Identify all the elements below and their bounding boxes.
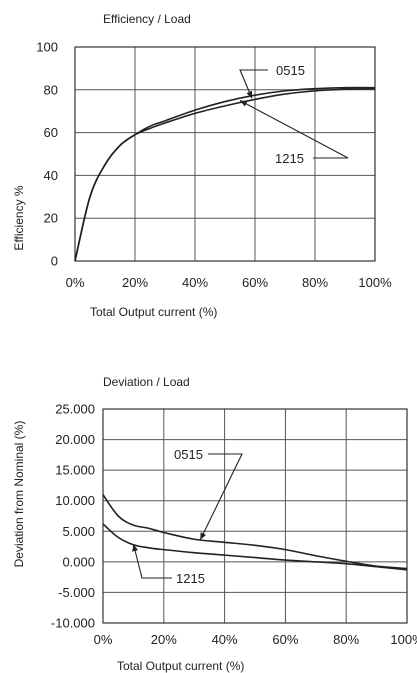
efficiency-y-axis-label: Efficiency % — [12, 185, 26, 250]
deviation-y-tick-label: 15.000 — [55, 463, 95, 478]
deviation-leader-1215 — [132, 543, 172, 579]
deviation-y-axis-label: Deviation from Nominal (%) — [12, 421, 26, 568]
efficiency-grid — [74, 46, 376, 262]
deviation-y-tick-label: 5.000 — [62, 524, 95, 539]
deviation-y-tick-label: 20.000 — [55, 432, 95, 447]
efficiency-chart: Efficiency / Load 0% 20% 40% 60% 80% 100% 0 20… — [12, 12, 392, 319]
deviation-y-tick-label: 0.000 — [62, 554, 95, 569]
deviation-plot-frame — [102, 408, 408, 624]
efficiency-x-tick-label: 80% — [302, 275, 328, 290]
efficiency-y-tick-label: 80 — [44, 82, 58, 97]
efficiency-leader-1215 — [239, 100, 349, 159]
efficiency-annotation-0515: 0515 — [276, 63, 305, 78]
deviation-y-tick-label: 25.000 — [55, 402, 95, 417]
deviation-x-tick-label: 0% — [94, 632, 113, 647]
efficiency-annotation-1215: 1215 — [275, 151, 304, 166]
deviation-x-tick-label: 20% — [151, 632, 177, 647]
efficiency-series-group — [74, 86, 376, 262]
deviation-x-tick-label: 60% — [272, 632, 298, 647]
deviation-x-tick-label: 100% — [390, 632, 417, 647]
deviation-y-tick-label: 10.000 — [55, 493, 95, 508]
deviation-leader-arrowhead-0515 — [200, 532, 207, 540]
deviation-y-tick-label: -5.000 — [58, 585, 95, 600]
efficiency-x-tick-label: 0% — [66, 275, 85, 290]
efficiency-y-tick-label: 40 — [44, 168, 58, 183]
deviation-annotation-0515: 0515 — [174, 447, 203, 462]
deviation-x-axis-label: Total Output current (%) — [117, 659, 244, 673]
efficiency-x-tick-label: 100% — [358, 275, 392, 290]
efficiency-series-line-0515 — [74, 86, 376, 262]
deviation-x-ticks: 0% 20% 40% 60% 80% 100% — [94, 632, 417, 647]
efficiency-leader-0515 — [239, 69, 268, 99]
efficiency-leader-arrowhead-1215 — [240, 100, 248, 107]
efficiency-x-axis-label: Total Output current (%) — [90, 305, 217, 319]
efficiency-y-tick-label: 60 — [44, 125, 58, 140]
efficiency-y-ticks: 0 20 40 60 80 100 — [36, 40, 58, 269]
deviation-y-tick-label: -10.000 — [51, 616, 95, 631]
efficiency-x-ticks: 0% 20% 40% 60% 80% 100% — [66, 275, 392, 290]
efficiency-series-line-1215 — [74, 87, 376, 262]
deviation-y-ticks: -10.000 -5.000 0.000 5.000 10.000 15.000 20.00… — [51, 402, 95, 631]
efficiency-y-tick-label: 20 — [44, 211, 58, 226]
deviation-leader-0515 — [199, 453, 243, 541]
efficiency-y-tick-label: 0 — [51, 254, 58, 269]
deviation-series-group — [102, 494, 408, 571]
efficiency-x-tick-label: 60% — [242, 275, 268, 290]
deviation-series-line-0515 — [102, 494, 408, 570]
deviation-annotation-1215: 1215 — [176, 571, 205, 586]
efficiency-x-tick-label: 40% — [182, 275, 208, 290]
deviation-annotation-leaders — [132, 453, 243, 579]
efficiency-x-tick-label: 20% — [122, 275, 148, 290]
efficiency-plot-frame — [74, 46, 376, 262]
deviation-leader-arrowhead-1215 — [132, 544, 139, 552]
deviation-x-tick-label: 40% — [212, 632, 238, 647]
efficiency-chart-title: Efficiency / Load — [103, 12, 191, 26]
deviation-grid — [102, 408, 408, 624]
deviation-x-tick-label: 80% — [333, 632, 359, 647]
deviation-chart: Deviation / Load 0% 20% 40% 60% 80% 100% -10.… — [12, 375, 417, 673]
deviation-chart-title: Deviation / Load — [103, 375, 190, 389]
efficiency-y-tick-label: 100 — [36, 40, 58, 55]
efficiency-annotation-leaders — [239, 69, 349, 159]
efficiency-leader-arrowhead-0515 — [246, 90, 253, 99]
